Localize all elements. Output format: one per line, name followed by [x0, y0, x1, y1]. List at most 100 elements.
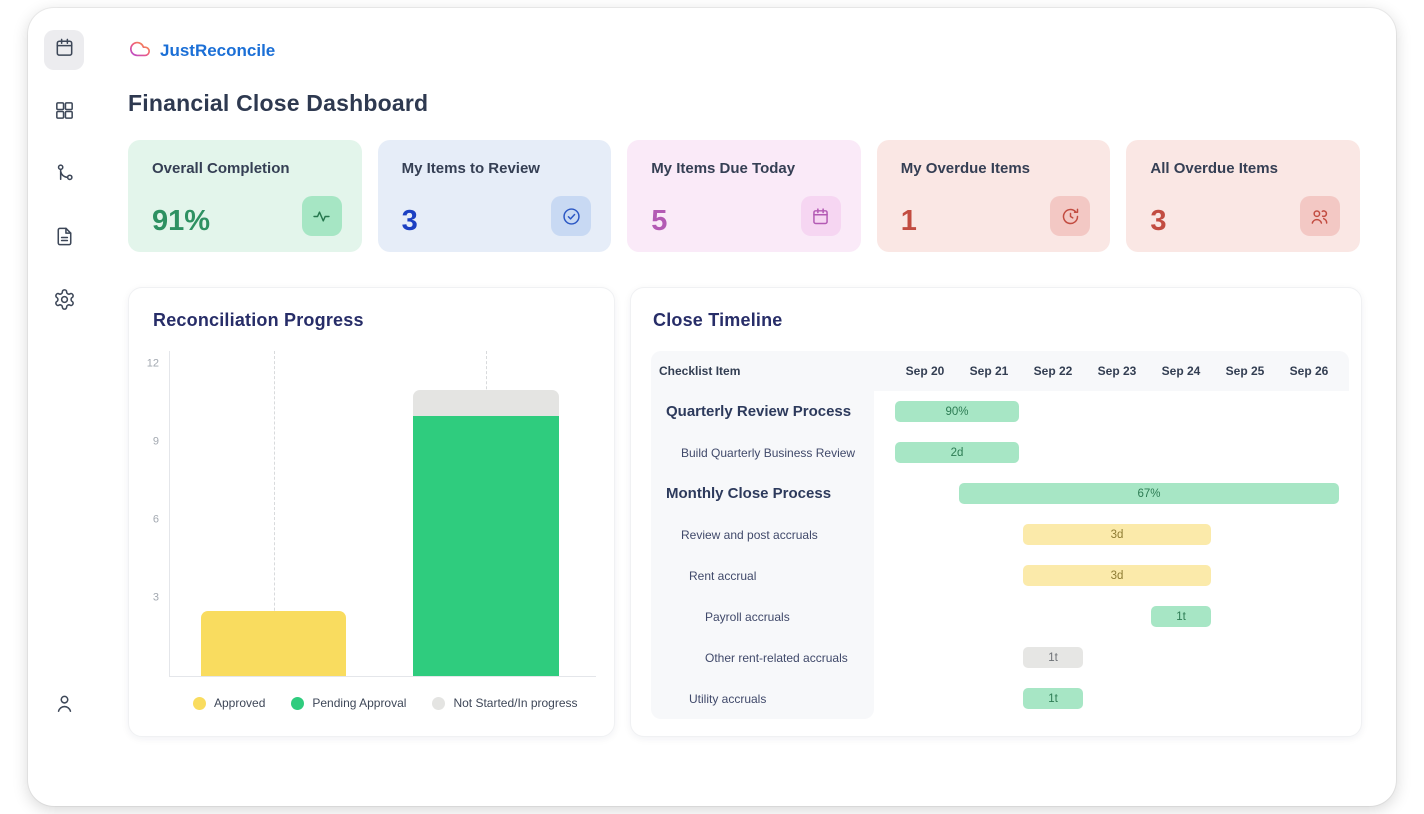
gantt-row-label[interactable]: Utility accruals [651, 678, 874, 719]
gantt-chart: Checklist Item Sep 20 Sep 21 Sep 22 Sep 23 S… [631, 351, 1361, 719]
gantt-date: Sep 26 [1289, 364, 1329, 378]
gantt-bar[interactable]: 3d [1023, 524, 1211, 545]
main-content: JustReconcile Financial Close Dashboard … [100, 8, 1396, 806]
gantt-row: Review and post accruals 3d [651, 514, 1349, 555]
dashed-gridline [273, 351, 275, 676]
gantt-date: Sep 21 [969, 364, 1009, 378]
sidebar-item-settings[interactable] [44, 282, 84, 322]
bar-segment-approved[interactable] [201, 611, 346, 676]
gantt-date: Sep 25 [1225, 364, 1265, 378]
gantt-rows: Quarterly Review Process 90% Build Quarter… [651, 391, 1349, 719]
card-items-due-today[interactable]: My Items Due Today 5 [627, 140, 861, 252]
legend-item-not-started[interactable]: Not Started/In progress [432, 696, 578, 710]
document-icon [53, 225, 76, 253]
sidebar-item-calendar[interactable] [44, 30, 84, 70]
sidebar-item-documents[interactable] [44, 219, 84, 259]
logo[interactable]: JustReconcile [128, 40, 308, 62]
x-axis-line [169, 676, 596, 677]
history-clock-icon [1050, 196, 1091, 236]
gantt-row: Payroll accruals 1t [651, 596, 1349, 637]
app-window: JustReconcile Financial Close Dashboard … [28, 8, 1396, 806]
logo-text: JustReconcile [160, 41, 276, 60]
legend-dot [432, 696, 446, 710]
stat-cards-row: Overall Completion 91% My Items to Revie… [128, 140, 1360, 252]
calendar-icon [800, 196, 841, 236]
gantt-date-header: Sep 20 Sep 21 Sep 22 Sep 23 Sep 24 Sep 25 Sep … [893, 364, 1341, 378]
gantt-row-track: 3d [874, 514, 1349, 555]
user-icon [53, 692, 76, 720]
card-value: 3 [1150, 205, 1167, 237]
gantt-row-label[interactable]: Rent accrual [651, 555, 874, 596]
y-axis-tick: 9 [152, 435, 159, 448]
grid-icon [53, 99, 76, 127]
card-value: 91% [152, 205, 211, 237]
gantt-bar[interactable]: 3d [1023, 565, 1211, 586]
users-icon [1299, 196, 1340, 236]
gantt-date: Sep 23 [1097, 364, 1137, 378]
legend-item-approved[interactable]: Approved [193, 696, 265, 710]
card-value: 3 [401, 205, 418, 237]
gantt-bar[interactable]: 1t [1023, 688, 1083, 709]
gantt-header: Checklist Item Sep 20 Sep 21 Sep 22 Sep 23 S… [651, 351, 1349, 391]
gantt-date: Sep 20 [905, 364, 945, 378]
reconciliation-title: Reconciliation Progress [153, 310, 364, 330]
gantt-row-label[interactable]: Quarterly Review Process [651, 391, 874, 432]
calendar-icon [53, 36, 76, 64]
y-axis-line [169, 351, 170, 676]
card-label: My Items to Review [401, 160, 540, 177]
gantt-row-label[interactable]: Payroll accruals [651, 596, 874, 637]
workflow-icon [53, 162, 76, 190]
y-axis-tick: 3 [152, 591, 159, 604]
gantt-row: Utility accruals 1t [651, 678, 1349, 719]
legend-label: Approved [214, 696, 266, 710]
gantt-row-label[interactable]: Monthly Close Process [651, 473, 874, 514]
gantt-row-label[interactable]: Build Quarterly Business Review [651, 432, 874, 473]
gantt-row-track: 67% [874, 473, 1349, 514]
sidebar-item-profile[interactable] [44, 686, 84, 726]
card-label: My Items Due Today [651, 160, 796, 177]
gantt-header-label: Checklist Item [659, 364, 741, 378]
reconciliation-panel: Reconciliation Progress 3 6 9 12 Approved P… [128, 287, 615, 737]
gantt-row-track: 3d [874, 555, 1349, 596]
gantt-bar[interactable]: 2d [895, 442, 1019, 463]
card-items-to-review[interactable]: My Items to Review 3 [377, 140, 612, 252]
gantt-bar[interactable]: 90% [895, 401, 1019, 422]
card-label: Overall Completion [152, 160, 290, 177]
gantt-row-label[interactable]: Other rent-related accruals [651, 637, 874, 678]
reconciliation-plot: 3 6 9 12 [147, 346, 596, 690]
gantt-bar[interactable]: 1t [1023, 647, 1083, 668]
gantt-row: Quarterly Review Process 90% [651, 391, 1349, 432]
page-title: Financial Close Dashboard [128, 90, 429, 116]
card-value: 1 [900, 205, 917, 237]
card-overall-completion[interactable]: Overall Completion 91% [128, 140, 362, 252]
card-label: All Overdue Items [1150, 160, 1278, 177]
gantt-row: Monthly Close Process 67% [651, 473, 1349, 514]
gantt-row-track: 2d [874, 432, 1349, 473]
panels-row: Reconciliation Progress 3 6 9 12 Approved P… [128, 287, 1396, 737]
gantt-row-track: 90% [874, 391, 1349, 432]
card-my-overdue-items[interactable]: My Overdue Items 1 [876, 140, 1111, 252]
gantt-bar[interactable]: 1t [1151, 606, 1211, 627]
gantt-row: Build Quarterly Business Review 2d [651, 432, 1349, 473]
card-all-overdue-items[interactable]: All Overdue Items 3 [1126, 140, 1360, 252]
check-circle-icon [551, 196, 592, 236]
legend-item-pending-approval[interactable]: Pending Approval [291, 696, 406, 710]
activity-icon [301, 196, 342, 236]
close-timeline-panel: Close Timeline Checklist Item Sep 20 Sep … [630, 287, 1362, 737]
gantt-date: Sep 24 [1161, 364, 1201, 378]
cloud-logo-icon [128, 38, 152, 65]
bar-segment-pending-approval[interactable] [413, 416, 559, 676]
y-axis-tick: 6 [152, 513, 159, 526]
gantt-row-track: 1t [874, 637, 1349, 678]
legend-label: Not Started/In progress [453, 696, 578, 710]
sidebar-item-workflow[interactable] [44, 156, 84, 196]
bar-segment-not-started-in-progress[interactable] [413, 390, 559, 416]
sidebar-item-dashboard[interactable] [44, 93, 84, 133]
sidebar [28, 8, 100, 806]
y-axis-tick: 12 [146, 357, 159, 370]
gantt-row-track: 1t [874, 678, 1349, 719]
gantt-row-label[interactable]: Review and post accruals [651, 514, 874, 555]
gantt-bar[interactable]: 67% [959, 483, 1339, 504]
gantt-row: Rent accrual 3d [651, 555, 1349, 596]
close-timeline-title: Close Timeline [653, 310, 783, 330]
